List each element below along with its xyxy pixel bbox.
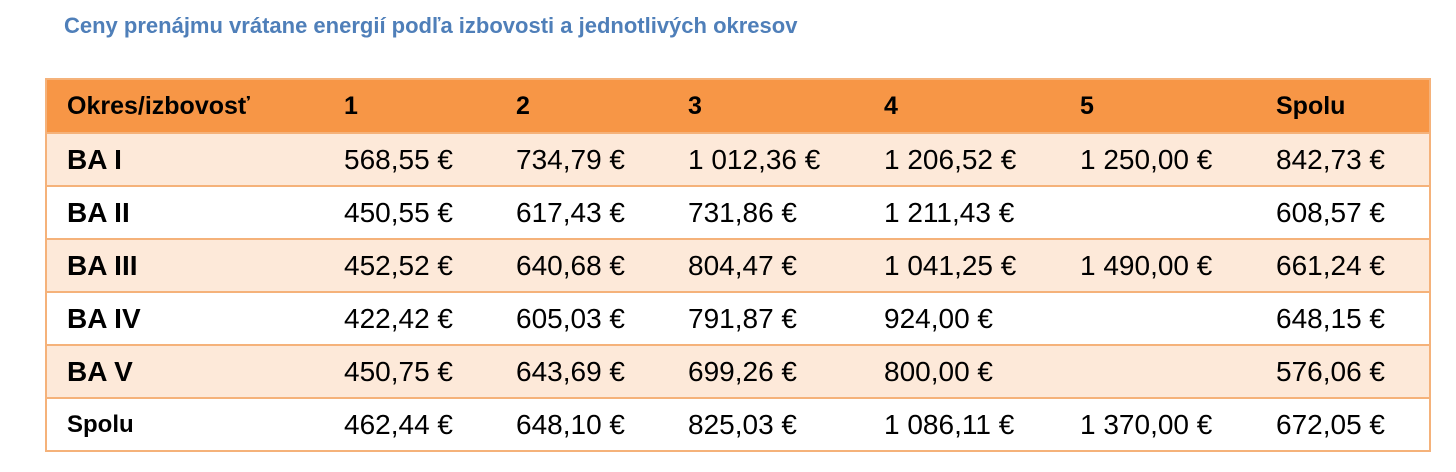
table-cell: 791,87 € bbox=[670, 291, 866, 345]
table-cell: 450,55 € bbox=[326, 185, 498, 239]
header-cell: 1 bbox=[326, 79, 498, 133]
table-row: BA IV 422,42 €605,03 €791,87 €924,00 € 648… bbox=[46, 291, 1430, 345]
table-cell: 804,47 € bbox=[670, 238, 866, 292]
table-body: Okres/izbovosť 1 2 3 4 5 Spolu BA I 568,55 €734,… bbox=[46, 79, 1430, 451]
table-cell: 825,03 € bbox=[670, 397, 866, 451]
header-row: Okres/izbovosť 1 2 3 4 5 Spolu bbox=[46, 79, 1430, 133]
table-cell: 842,73 € bbox=[1258, 132, 1430, 186]
row-label: BA II bbox=[46, 185, 326, 239]
header-cell: 3 bbox=[670, 79, 866, 133]
table-cell: 462,44 € bbox=[326, 397, 498, 451]
table-cell: 924,00 € bbox=[866, 291, 1062, 345]
table-cell: 452,52 € bbox=[326, 238, 498, 292]
table-cell: 1 041,25 € bbox=[866, 238, 1062, 292]
table-cell: 1 250,00 € bbox=[1062, 132, 1258, 186]
table-row: Spolu 462,44 €648,10 €825,03 €1 086,11 €1… bbox=[46, 397, 1430, 451]
table-cell: 450,75 € bbox=[326, 344, 498, 398]
table-cell: 568,55 € bbox=[326, 132, 498, 186]
table-cell: 617,43 € bbox=[498, 185, 670, 239]
row-label: Spolu bbox=[46, 397, 326, 451]
row-label: BA IV bbox=[46, 291, 326, 345]
table-cell: 576,06 € bbox=[1258, 344, 1430, 398]
table-cell: 661,24 € bbox=[1258, 238, 1430, 292]
table-row: BA II 450,55 €617,43 €731,86 €1 211,43 € 6… bbox=[46, 185, 1430, 239]
table-cell: 1 370,00 € bbox=[1062, 397, 1258, 451]
table-cell: 1 012,36 € bbox=[670, 132, 866, 186]
table-cell bbox=[1062, 185, 1258, 239]
table-row: BA III 452,52 €640,68 €804,47 €1 041,25 €… bbox=[46, 238, 1430, 292]
header-cell: 5 bbox=[1062, 79, 1258, 133]
table-cell: 422,42 € bbox=[326, 291, 498, 345]
header-cell: 4 bbox=[866, 79, 1062, 133]
table-cell: 800,00 € bbox=[866, 344, 1062, 398]
table-row: BA I 568,55 €734,79 €1 012,36 €1 206,52 €… bbox=[46, 132, 1430, 186]
table-cell: 1 206,52 € bbox=[866, 132, 1062, 186]
table-cell: 643,69 € bbox=[498, 344, 670, 398]
table-cell: 734,79 € bbox=[498, 132, 670, 186]
header-cell: 2 bbox=[498, 79, 670, 133]
table-cell: 1 086,11 € bbox=[866, 397, 1062, 451]
table-cell: 605,03 € bbox=[498, 291, 670, 345]
table-cell: 648,10 € bbox=[498, 397, 670, 451]
price-table: Okres/izbovosť 1 2 3 4 5 Spolu BA I 568,55 €734,… bbox=[45, 78, 1431, 452]
header-cell: Okres/izbovosť bbox=[46, 79, 326, 133]
header-cell: Spolu bbox=[1258, 79, 1430, 133]
row-label: BA I bbox=[46, 132, 326, 186]
table-cell: 699,26 € bbox=[670, 344, 866, 398]
table-cell: 640,68 € bbox=[498, 238, 670, 292]
table-cell: 672,05 € bbox=[1258, 397, 1430, 451]
title: Ceny prenájmu vrátane energií podľa izbo… bbox=[64, 13, 798, 38]
table-row: BA V 450,75 €643,69 €699,26 €800,00 € 576,… bbox=[46, 344, 1430, 398]
row-label: BA III bbox=[46, 238, 326, 292]
table-cell: 648,15 € bbox=[1258, 291, 1430, 345]
table-cell: 608,57 € bbox=[1258, 185, 1430, 239]
table-cell: 731,86 € bbox=[670, 185, 866, 239]
table-cell: 1 211,43 € bbox=[866, 185, 1062, 239]
table-cell: 1 490,00 € bbox=[1062, 238, 1258, 292]
row-label: BA V bbox=[46, 344, 326, 398]
table-cell bbox=[1062, 344, 1258, 398]
table-cell bbox=[1062, 291, 1258, 345]
